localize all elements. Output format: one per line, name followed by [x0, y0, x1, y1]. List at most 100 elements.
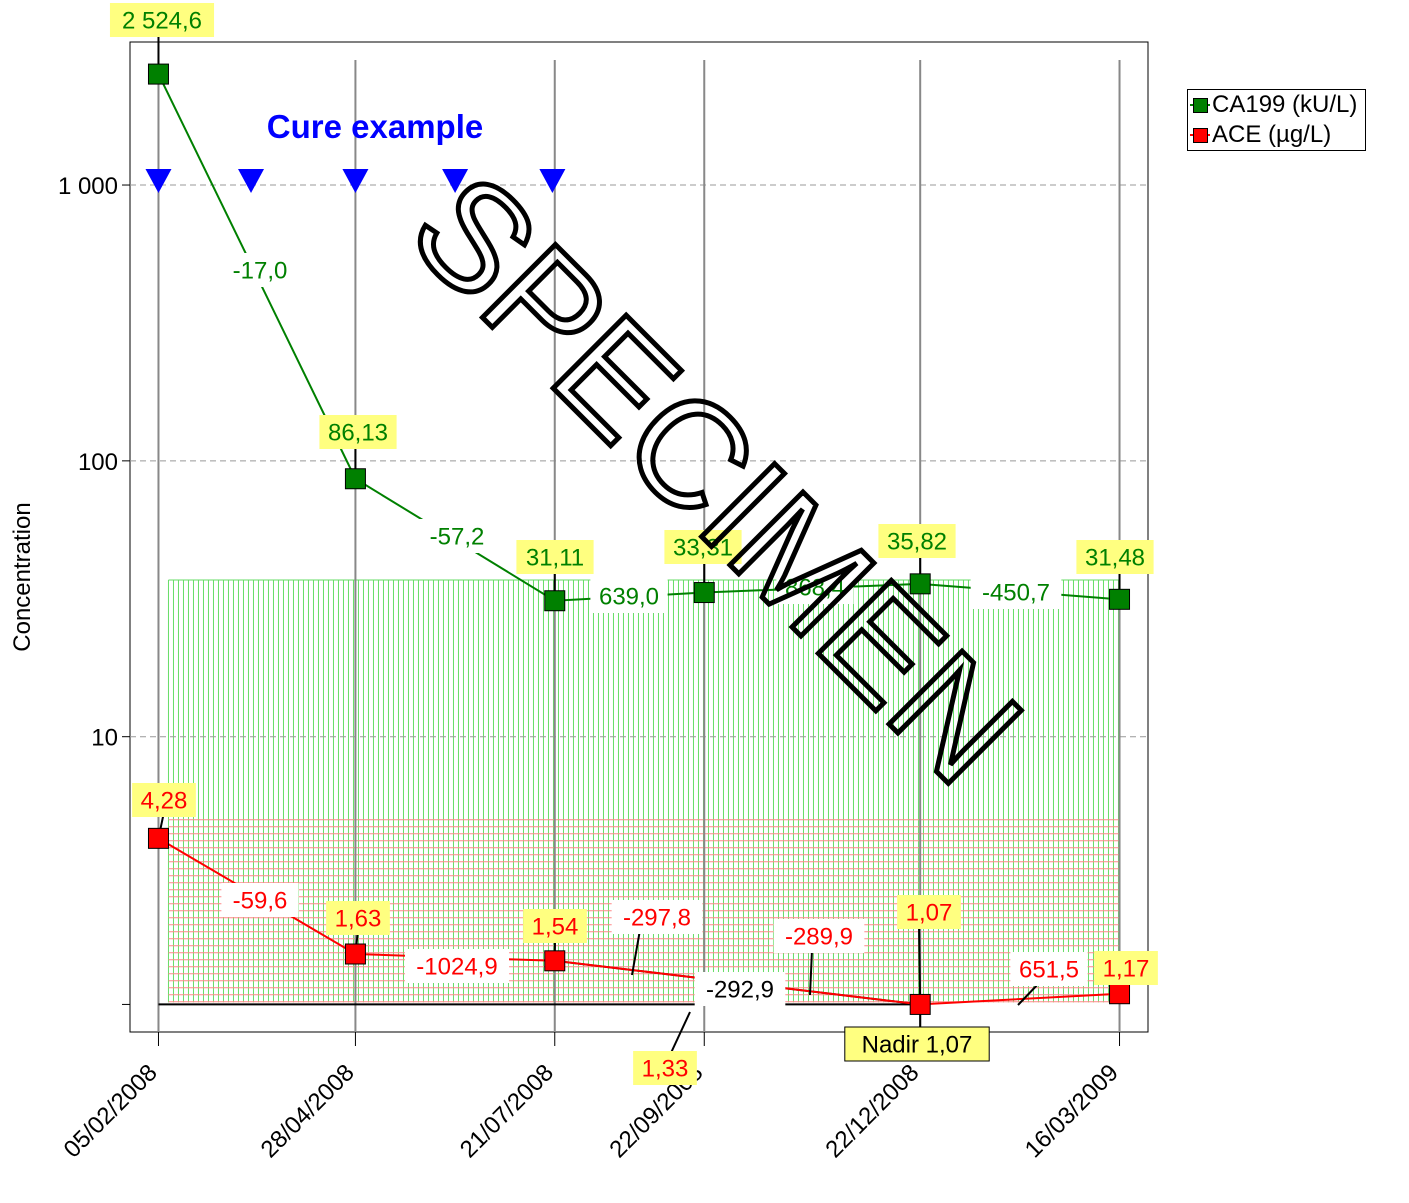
slope-label-ace-text: 651,5 — [1019, 957, 1079, 984]
value-label-ca199-box — [109, 3, 215, 37]
slope-label-ace: -1024,9 — [404, 949, 510, 983]
slope-label-projection-box — [694, 972, 786, 1006]
slope-label-ace-box — [1010, 952, 1088, 986]
slope-label-ca199-text: 868,4 — [785, 575, 845, 602]
legend-swatch-ca199 — [1188, 90, 1212, 120]
value-label-ca199-box — [878, 524, 956, 558]
data-point-ca199 — [693, 582, 715, 604]
projection-value-label: 1,33 — [633, 1051, 697, 1085]
value-label-ca199-box — [319, 415, 397, 449]
treatment-marker — [342, 169, 369, 194]
slope-label-ace-text: -289,9 — [785, 924, 853, 951]
projection-value-label-text: 1,33 — [642, 1056, 689, 1083]
x-tick-label: 28/04/2008 — [256, 1059, 360, 1163]
slope-label-ca199: -450,7 — [970, 575, 1062, 609]
slope-label-projection: -292,9 — [694, 972, 786, 1006]
nadir-label: Nadir 1,07 — [844, 1026, 990, 1062]
x-tick-label: 05/02/2008 — [59, 1059, 163, 1163]
slope-label-projection-text: -292,9 — [706, 977, 774, 1004]
value-label-ace: 1,63 — [326, 901, 390, 935]
value-label-ca199-text: 33,31 — [673, 535, 733, 562]
value-label-ace: 1,17 — [1094, 951, 1158, 985]
y-tick-label: 1 000 — [58, 173, 118, 200]
reference-band-ace — [168, 819, 1120, 1003]
slope-label-ca199: 868,4 — [776, 570, 854, 604]
data-point-ca199 — [1109, 588, 1131, 610]
slope-label-ca199-box — [970, 575, 1062, 609]
slope-leader-ace — [631, 929, 641, 976]
slope-label-ace-box — [221, 883, 299, 917]
slope-label-ace-box — [773, 919, 865, 953]
legend-label-ace: ACE (µg/L) — [1212, 121, 1332, 148]
value-label-ace-box — [897, 895, 961, 929]
data-point-ca199 — [147, 63, 169, 85]
treatment-marker — [442, 169, 469, 194]
value-label-ace-box — [326, 901, 390, 935]
x-tick-label: 22/12/2008 — [820, 1059, 924, 1163]
nadir-label-box — [844, 1026, 990, 1062]
slope-label-ca199-box — [776, 570, 854, 604]
data-point-ace — [1109, 983, 1131, 1005]
value-label-ace-text: 4,28 — [141, 788, 188, 815]
value-label-ace: 1,54 — [523, 909, 587, 943]
legend-item-ca199: CA199 (kU/L) — [1188, 90, 1365, 120]
treatment-marker — [539, 169, 566, 194]
value-label-ca199-box — [516, 540, 594, 574]
value-label-ca199-text: 35,82 — [887, 529, 947, 556]
value-label-ca199-box — [1076, 540, 1154, 574]
value-label-ca199: 2 524,6 — [109, 3, 215, 37]
value-label-ace-box — [132, 783, 196, 817]
value-label-ca199: 31,48 — [1076, 540, 1154, 574]
slope-label-ace: -59,6 — [221, 883, 299, 917]
projection-leader — [669, 1011, 691, 1056]
value-label-ace-text: 1,54 — [532, 914, 579, 941]
slope-label-ace-text: -297,8 — [623, 905, 691, 932]
value-label-ace-box — [1094, 951, 1158, 985]
slope-label-ca199: 639,0 — [590, 579, 668, 613]
legend-label-ca199: CA199 (kU/L) — [1212, 91, 1358, 118]
data-point-ca199 — [909, 573, 931, 595]
data-point-ace — [909, 993, 931, 1015]
slope-leader-ace — [809, 949, 813, 996]
treatment-marker — [238, 169, 265, 194]
projection-value-label-box — [633, 1051, 697, 1085]
nadir-label-text: Nadir 1,07 — [862, 1032, 973, 1059]
legend-item-ace: ACE (µg/L) — [1188, 120, 1365, 150]
slope-label-ace: -297,8 — [611, 900, 703, 934]
value-leader-ace — [918, 923, 922, 1005]
slope-label-ace-box — [611, 900, 703, 934]
value-label-ace-text: 1,63 — [335, 906, 382, 933]
slope-label-ca199-box — [590, 579, 668, 613]
legend-swatch-ace — [1188, 120, 1212, 150]
x-tick-label: 16/03/2009 — [1020, 1059, 1124, 1163]
treatment-marker — [145, 169, 172, 194]
slope-label-ca199: -17,0 — [221, 253, 299, 287]
slope-label-ca199-box — [418, 519, 496, 553]
legend: CA199 (kU/L) ACE (µg/L) — [1187, 89, 1366, 151]
data-point-ca199 — [544, 590, 566, 612]
value-label-ace-text: 1,17 — [1103, 956, 1150, 983]
slope-label-ca199-text: -57,2 — [430, 524, 485, 551]
slope-label-ca199: -57,2 — [418, 519, 496, 553]
y-axis-label: Concentration — [9, 502, 36, 651]
value-label-ca199-text: 31,11 — [526, 545, 584, 572]
value-label-ace-text: 1,07 — [906, 900, 953, 927]
data-point-ace — [147, 827, 169, 849]
value-label-ca199: 31,11 — [516, 540, 594, 574]
value-label-ca199-text: 31,48 — [1085, 545, 1145, 572]
x-tick-label: 21/07/2008 — [455, 1059, 559, 1163]
y-tick-label: 100 — [78, 449, 118, 476]
data-point-ace — [344, 943, 366, 965]
value-label-ca199: 33,31 — [664, 530, 742, 564]
value-label-ca199: 86,13 — [319, 415, 397, 449]
value-label-ca199-text: 86,13 — [328, 420, 388, 447]
value-label-ace: 1,07 — [897, 895, 961, 929]
data-point-ca199 — [344, 468, 366, 490]
slope-label-ace: -289,9 — [773, 919, 865, 953]
slope-label-ca199-box — [221, 253, 299, 287]
slope-label-ace: 651,5 — [1010, 952, 1088, 986]
value-label-ace-box — [523, 909, 587, 943]
slope-label-ca199-text: -17,0 — [233, 258, 288, 285]
slope-label-ca199-text: 639,0 — [599, 584, 659, 611]
